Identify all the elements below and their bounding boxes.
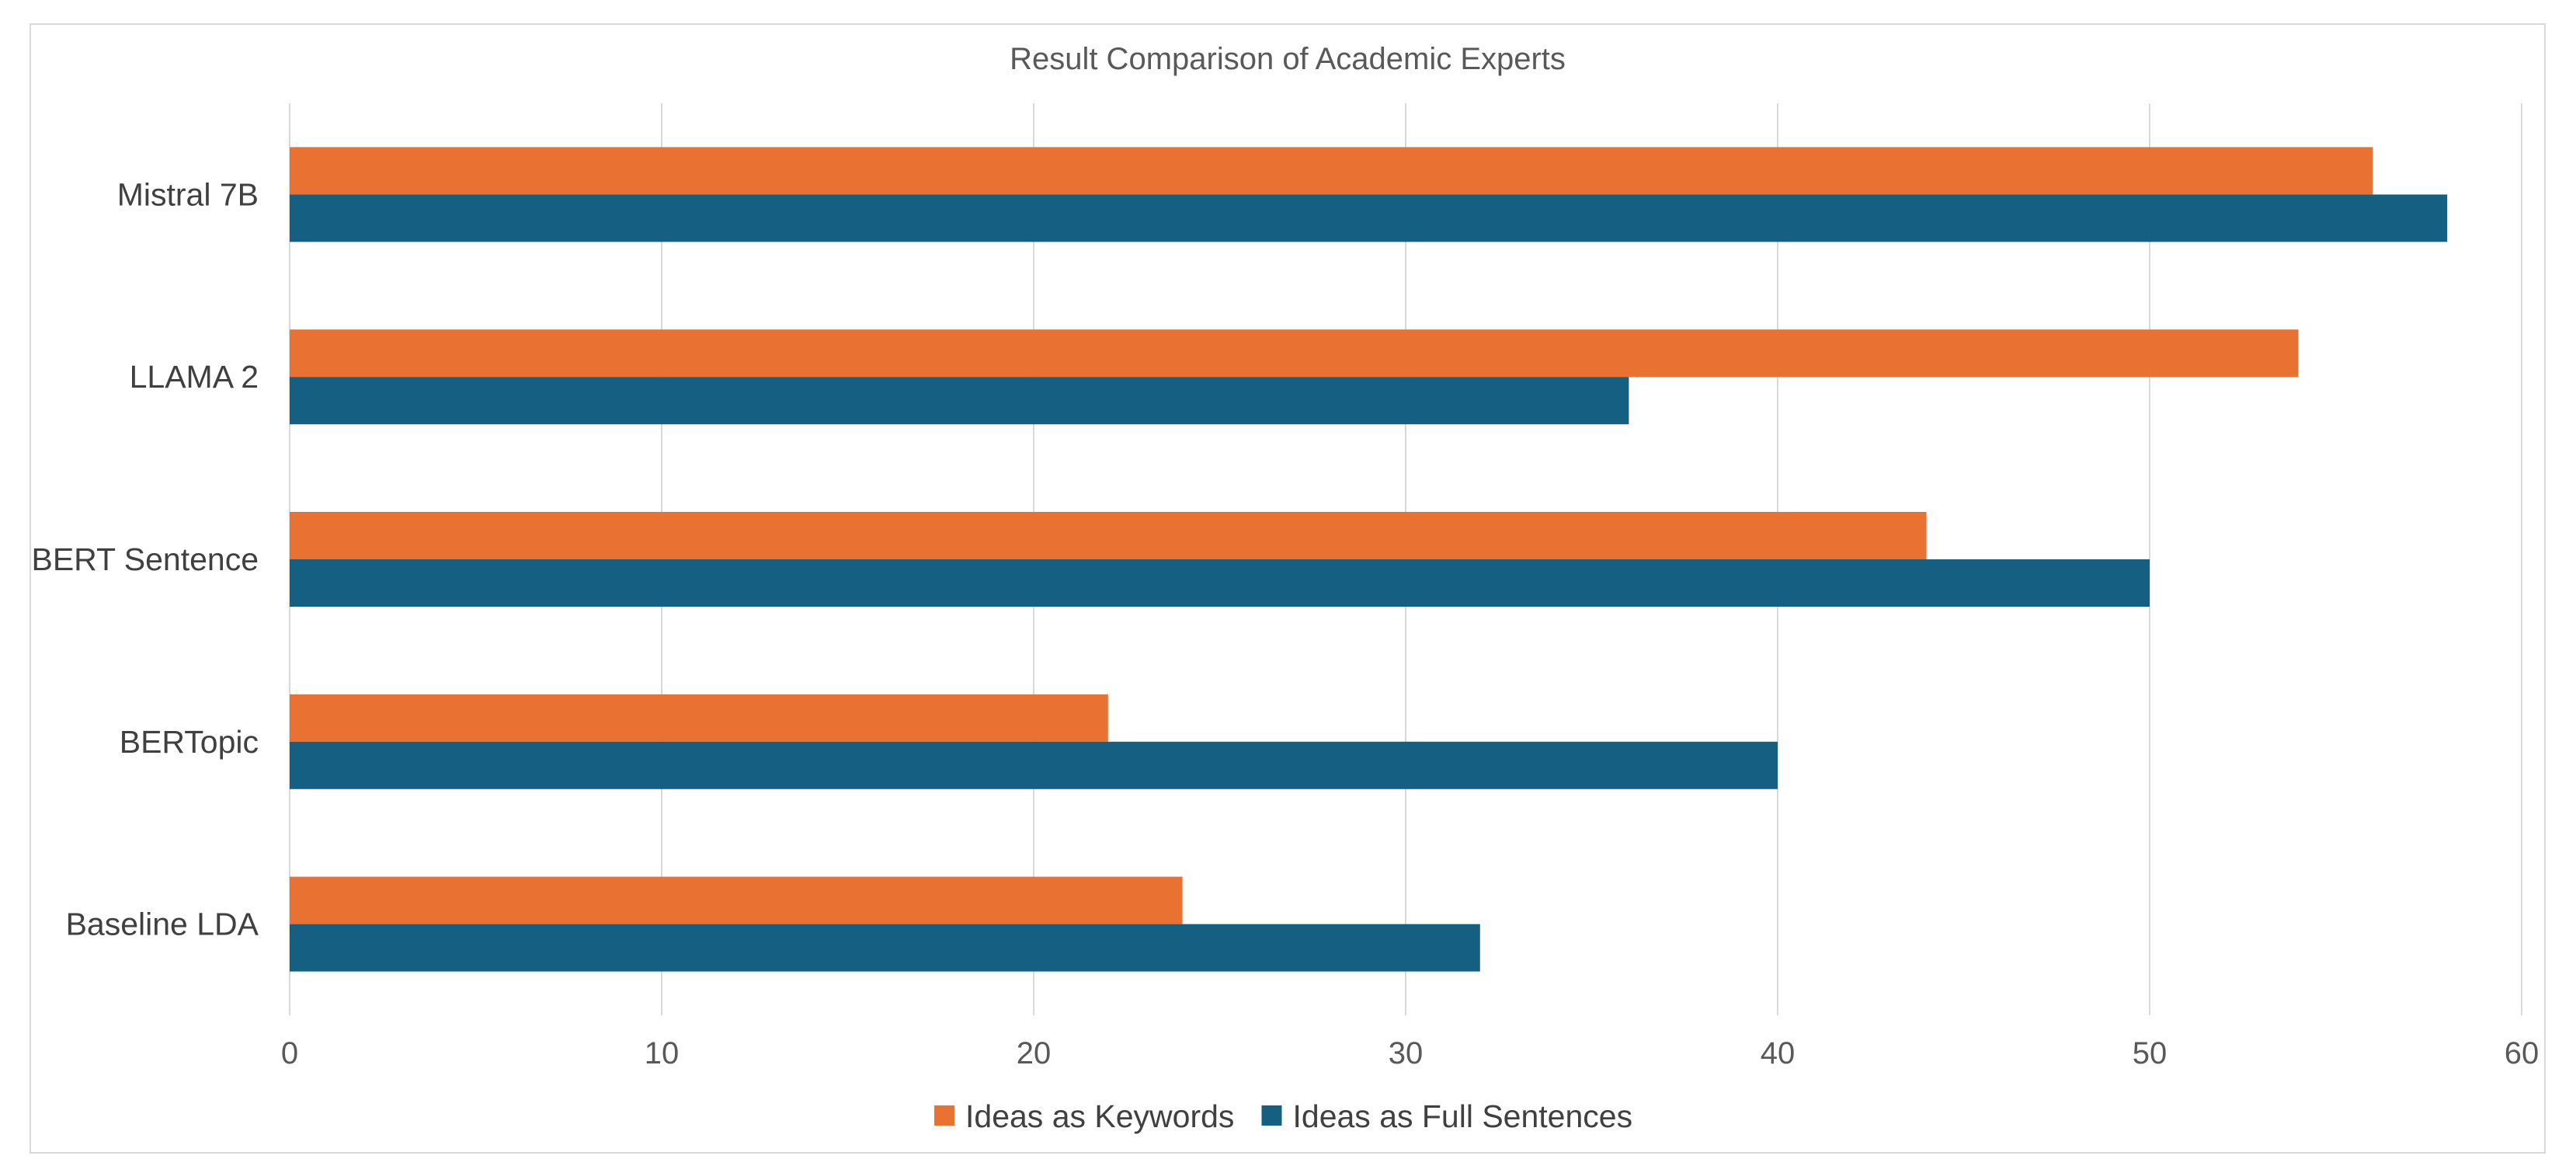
category-label: Mistral 7B: [117, 176, 259, 212]
bar-bertopic-ideas-as-keywords: [290, 694, 1108, 742]
category-label: Baseline LDA: [66, 907, 259, 942]
bar-baseline-lda-ideas-as-full-sentences: [290, 924, 1480, 972]
legend-label: Ideas as Keywords: [965, 1098, 1234, 1134]
chart-title: Result Comparison of Academic Experts: [1010, 42, 1566, 76]
x-tick-label: 20: [1017, 1036, 1052, 1070]
legend-item-0: Ideas as Keywords: [934, 1098, 1234, 1134]
legend: Ideas as Keywords Ideas as Full Sentences: [934, 1098, 1632, 1134]
x-tick-label: 10: [645, 1036, 680, 1070]
x-tick-label: 0: [281, 1036, 298, 1070]
bar-llama-2-ideas-as-keywords: [290, 329, 2299, 378]
bars: [290, 147, 2448, 972]
bar-mistral-7b-ideas-as-keywords: [290, 147, 2373, 195]
legend-swatch: [934, 1105, 954, 1126]
x-tick-label: 60: [2505, 1036, 2539, 1070]
category-labels: Mistral 7B LLAMA 2 BERT Sentence BERTopic Ba…: [31, 176, 259, 942]
x-tick-label: 30: [1389, 1036, 1424, 1070]
x-tick-label: 50: [2133, 1036, 2168, 1070]
chart-area: Result Comparison of Academic Experts Mi…: [30, 23, 2546, 1154]
bar-baseline-lda-ideas-as-keywords: [290, 876, 1183, 924]
category-label: BERT Sentence: [31, 541, 259, 577]
x-tick-labels: 0 10 20 30 40 50 60: [281, 1036, 2539, 1070]
bar-bert-sentence-ideas-as-full-sentences: [290, 559, 2150, 607]
legend-label: Ideas as Full Sentences: [1293, 1098, 1633, 1134]
category-label: LLAMA 2: [130, 359, 259, 395]
x-tick-label: 40: [1761, 1036, 1796, 1070]
bar-chart: Result Comparison of Academic Experts Mi…: [31, 42, 2539, 1134]
bar-llama-2-ideas-as-full-sentences: [290, 377, 1629, 425]
category-label: BERTopic: [120, 724, 259, 760]
bar-mistral-7b-ideas-as-full-sentences: [290, 194, 2448, 242]
legend-item-1: Ideas as Full Sentences: [1261, 1098, 1633, 1134]
legend-swatch: [1261, 1105, 1282, 1126]
bar-bertopic-ideas-as-full-sentences: [290, 741, 1778, 789]
bar-bert-sentence-ideas-as-keywords: [290, 512, 1927, 559]
